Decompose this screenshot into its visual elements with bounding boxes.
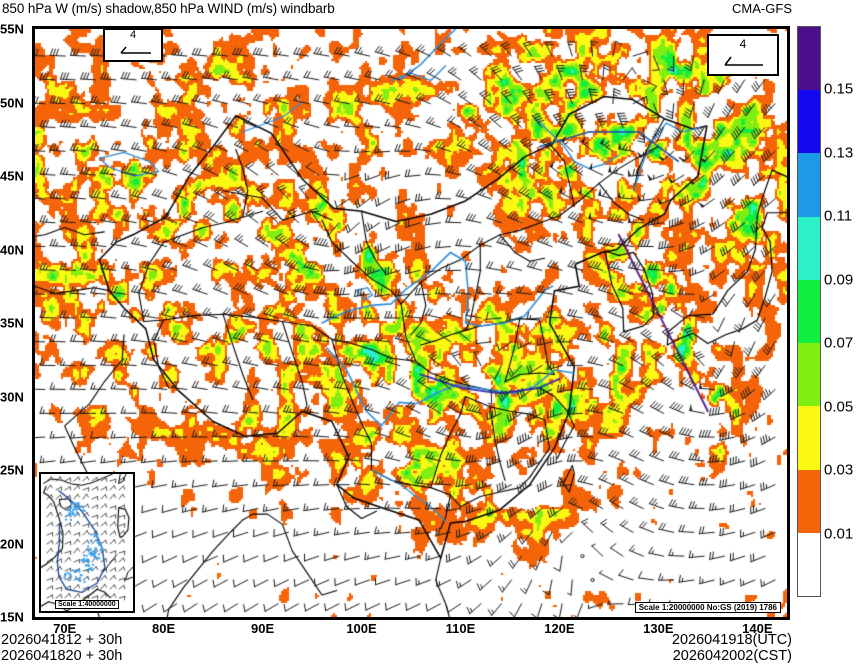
colorbar-ticks: 0.15 0.13 0.11 0.09 0.07 0.05 0.03 0.01 [824, 26, 860, 597]
lat-tick-35n: 35N [0, 315, 24, 331]
colorbar-tick-0-11: 0.11 [824, 207, 853, 225]
inset-map-canvas [41, 474, 133, 611]
footer-valid-time-utc: 2026041918(UTC) [671, 632, 792, 648]
inset-scale-label: Scale 1:40000000 [55, 600, 119, 609]
lon-tick-130e: 130E [643, 621, 674, 636]
model-label: CMA-GFS [732, 1, 792, 16]
colorbar-band-1 [798, 90, 820, 154]
lat-tick-40n: 40N [0, 242, 24, 257]
inset-map-south-china-sea[interactable]: Scale 1:40000000 [39, 472, 135, 613]
inset-windbarb-legend: 4 [103, 29, 163, 62]
windbarb-legend: 4 [707, 34, 779, 76]
lat-tick-30n: 30N [0, 389, 24, 404]
footer-valid-time-cst: 2026042002(CST) [672, 648, 792, 664]
lat-tick-45n: 45N [0, 168, 24, 184]
colorbar-band-6 [798, 406, 820, 470]
page-title: 850 hPa W (m/s) shadow,850 hPa WIND (m/s… [2, 1, 335, 16]
lon-tick-90e: 90E [251, 621, 275, 636]
lon-tick-80e: 80E [152, 621, 176, 636]
lat-tick-15n: 15N [0, 609, 24, 625]
colorbar-tick-0-15: 0.15 [824, 80, 854, 98]
colorbar-tick-0-03: 0.03 [824, 461, 854, 479]
footer-init-time-1: 2026041812 + 30h [1, 632, 123, 648]
lat-tick-25n: 25N [0, 462, 24, 478]
lon-tick-110e: 110E [445, 621, 476, 636]
inset-windbarb-icon [120, 46, 151, 54]
colorbar-band-3 [798, 216, 820, 280]
colorbar [797, 26, 821, 597]
inset-windbarb-value: 4 [129, 29, 137, 41]
colorbar-tick-0-13: 0.13 [824, 144, 854, 162]
map-plot-area[interactable]: 4 Scale 1:40000000 4 Scale 1:20000000 No… [32, 26, 790, 620]
lat-tick-55n: 55N [0, 21, 24, 37]
map-scale-label: Scale 1:20000000 No:GS (2019) 1786 [634, 602, 781, 613]
colorbar-tick-0-07: 0.07 [824, 334, 854, 352]
lon-tick-100e: 100E [346, 621, 377, 636]
colorbar-tick-0-09: 0.09 [824, 271, 854, 289]
colorbar-band-5 [798, 343, 820, 407]
colorbar-band-2 [798, 153, 820, 217]
colorbar-tick-0-05: 0.05 [824, 398, 854, 416]
map-canvas [35, 29, 787, 617]
colorbar-band-7 [798, 469, 820, 533]
colorbar-band-0 [798, 27, 820, 91]
colorbar-band-4 [798, 279, 820, 344]
windbarb-legend-value: 4 [739, 37, 747, 51]
footer-init-time-2: 2026041820 + 30h [1, 648, 123, 664]
lat-tick-20n: 20N [0, 536, 24, 551]
lon-tick-70e: 70E [53, 621, 77, 636]
lon-tick-140e: 140E [742, 621, 773, 636]
colorbar-tick-0-01: 0.01 [824, 525, 854, 543]
windbarb-legend-icon [724, 56, 763, 66]
lon-tick-120e: 120E [544, 621, 575, 636]
colorbar-band-8 [798, 532, 820, 596]
lat-tick-50n: 50N [0, 95, 24, 110]
